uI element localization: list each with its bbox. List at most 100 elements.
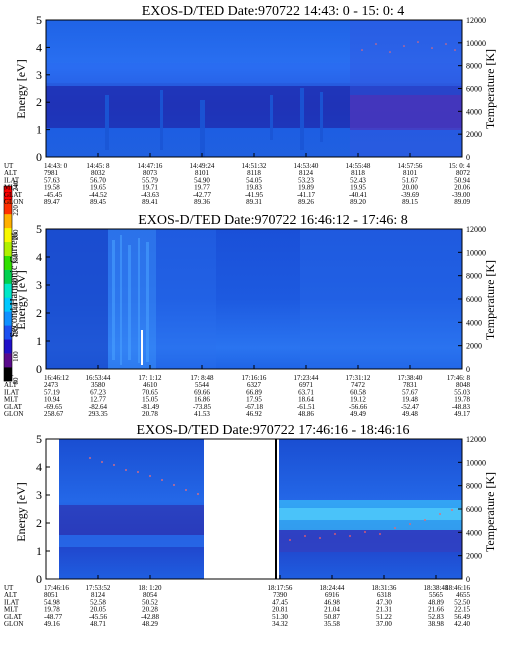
table-cell: 7390 — [273, 591, 288, 599]
y-tick-label: 0 — [36, 572, 42, 586]
row-label: ALT — [4, 591, 18, 599]
colorbar-swatch — [4, 241, 12, 256]
table-cell: 20.00 — [402, 184, 418, 192]
table-cell: 47.45 — [272, 598, 288, 606]
y-tick-label: 2 — [36, 95, 42, 109]
table-cell: 3580 — [91, 381, 106, 389]
table-cell: 66.89 — [246, 388, 262, 396]
row-label: GLAT — [4, 191, 23, 199]
y-axis-label: Energy [eV] — [14, 270, 28, 329]
table-cell: 89.47 — [44, 198, 60, 206]
y-tick-label: 4 — [36, 460, 42, 474]
table-cell: 293.35 — [88, 410, 108, 418]
y2-tick-label: 8000 — [466, 482, 482, 491]
y2-tick-label: 0 — [466, 575, 470, 584]
table-cell: 54.98 — [44, 598, 60, 606]
colorbar-tick-label: 160 — [12, 278, 20, 289]
table-cell: 7981 — [44, 169, 59, 177]
table-cell: 69.66 — [194, 388, 210, 396]
x-tick-label: 18: 1:20 — [138, 584, 162, 592]
table-cell: 49.49 — [350, 410, 366, 418]
table-cell: 19.48 — [402, 396, 418, 404]
table-cell: 51.22 — [376, 613, 392, 621]
panel-axes: 0 1 2 3 4 5 0 2000 4000 6000 8000 10000 12000 UTALTIL… — [4, 13, 486, 206]
y2-tick-label: 8000 — [466, 272, 482, 281]
table-cell: 21.66 — [428, 606, 444, 614]
table-cell: 10.94 — [44, 396, 60, 404]
y2-tick-label: 6000 — [466, 295, 482, 304]
table-cell: 54.90 — [194, 176, 210, 184]
table-cell: 37.00 — [376, 620, 392, 628]
y-tick-label: 1 — [36, 334, 42, 348]
y-tick-label: 3 — [36, 488, 42, 502]
y-axis-label: Energy [eV] — [14, 482, 28, 541]
y-tick-label: 5 — [36, 13, 42, 27]
table-cell: -43.63 — [141, 191, 160, 199]
x-tick-label: 17: 1:12 — [138, 374, 162, 382]
row-label: UT — [4, 584, 14, 592]
table-cell: 49.16 — [44, 620, 60, 628]
table-cell: 57.63 — [44, 176, 60, 184]
table-cell: 20.28 — [142, 606, 158, 614]
table-cell: 89.45 — [90, 198, 106, 206]
table-cell: 46.92 — [246, 410, 262, 418]
colorbar: Second Harmonic Current 80 100 120 140 160 18… — [3, 180, 20, 385]
row-label: ILAT — [4, 388, 20, 396]
colorbar-ticks: 80 100 120 140 160 180 200 220 240 — [12, 180, 20, 384]
table-cell: 21.31 — [376, 606, 392, 614]
table-cell: 89.31 — [246, 198, 262, 206]
table-cell: 52.50 — [454, 598, 470, 606]
table-cell: 89.36 — [194, 198, 210, 206]
y2-tick-label: 4000 — [466, 107, 482, 116]
table-cell: -42.77 — [193, 191, 212, 199]
panel-3: EXOS-D/TED Date:970722 17:46:16 - 18:46:… — [4, 423, 497, 628]
x-tick-label: 18:38:48 — [424, 584, 449, 592]
y2-tick-label: 12000 — [466, 225, 486, 234]
colorbar-tick-label: 220 — [12, 205, 20, 216]
table-cell: 8124 — [91, 591, 106, 599]
colorbar-tick-label: 240 — [12, 180, 20, 191]
y2-tick-label: 10000 — [466, 458, 486, 467]
table-cell: -45.45 — [44, 191, 63, 199]
x-tick-label: 14:55:48 — [346, 162, 371, 170]
y2-tick-label: 0 — [466, 365, 470, 374]
table-cell: 12.77 — [90, 396, 106, 404]
table-cell: 258.67 — [44, 410, 64, 418]
y-tick-label: 0 — [36, 362, 42, 376]
colorbar-tick-label: 200 — [12, 229, 20, 240]
table-cell: 50.94 — [454, 176, 470, 184]
y-axis-label: Energy [eV] — [14, 59, 28, 118]
table-cell: 2473 — [44, 381, 59, 389]
x-tick-label: 17:53:52 — [86, 584, 111, 592]
x-tick-label: 17:16:16 — [242, 374, 267, 382]
table-cell: 8072 — [456, 169, 471, 177]
x-tick-label: 14:47:16 — [138, 162, 163, 170]
table-cell: 8048 — [456, 381, 471, 389]
table-cell: 8051 — [44, 591, 59, 599]
y2-tick-label: 12000 — [466, 16, 486, 25]
row-label: GLON — [4, 198, 23, 206]
table-cell: -40.41 — [349, 191, 368, 199]
y2-tick-label: 6000 — [466, 505, 482, 514]
table-cell: 52.43 — [350, 176, 366, 184]
y2-tick-label: 12000 — [466, 435, 486, 444]
table-cell: 20.81 — [272, 606, 288, 614]
y-tick-label: 3 — [36, 68, 42, 82]
x-tick-label: 14:51:32 — [242, 162, 267, 170]
x-tick-label: 18:17:56 — [268, 584, 293, 592]
row-label: ILAT — [4, 598, 20, 606]
table-cell: -39.69 — [401, 191, 420, 199]
table-cell: 35.58 — [324, 620, 340, 628]
table-cell: 52.83 — [428, 613, 444, 621]
table-cell: 8101 — [403, 169, 418, 177]
row-label: MLT — [4, 184, 19, 192]
row-label: UT — [4, 162, 14, 170]
colorbar-tick-label: 120 — [12, 327, 20, 338]
row-label: ILAT — [4, 176, 20, 184]
x-tick-label: 15: 0: 4 — [449, 162, 471, 170]
table-cell: 6318 — [377, 591, 392, 599]
row-label: GLAT — [4, 403, 23, 411]
table-cell: 8101 — [195, 169, 210, 177]
colorbar-swatch — [4, 283, 12, 298]
table-cell: 7472 — [351, 381, 366, 389]
